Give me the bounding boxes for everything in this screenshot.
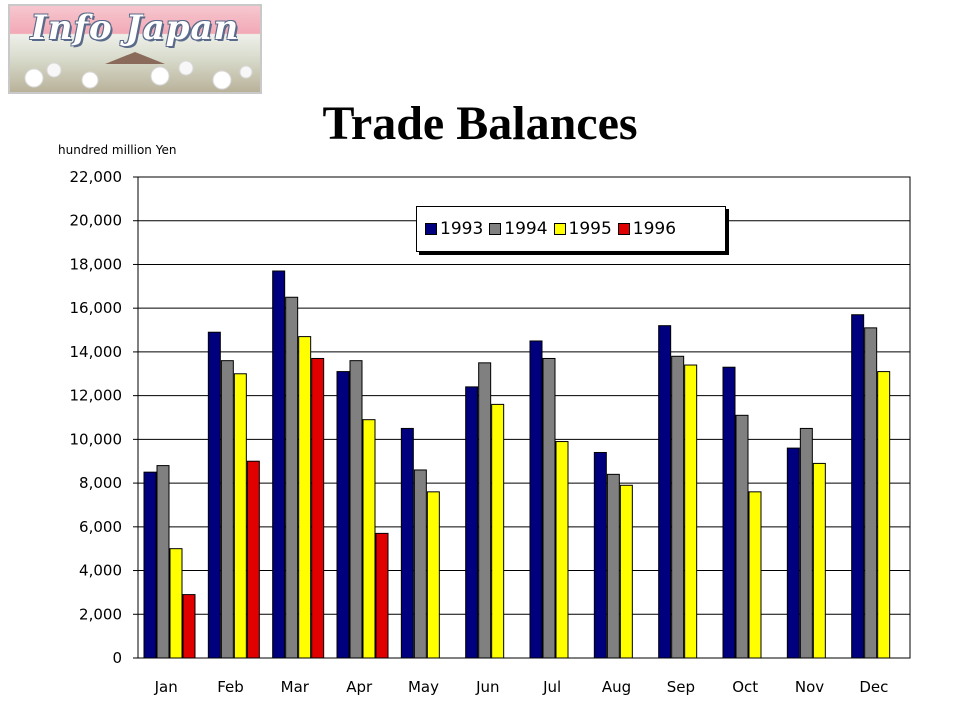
y-tick-label: 18,000: [70, 255, 123, 273]
y-tick-label: 16,000: [70, 299, 123, 317]
legend-swatch: [425, 223, 437, 235]
legend-item-1995: 1995: [553, 219, 612, 239]
x-tick-label: Jan: [154, 678, 178, 696]
legend-label: 1995: [568, 219, 612, 239]
x-tick-label: Jul: [542, 678, 561, 696]
y-axis-unit-label: hundred million Yen: [58, 143, 177, 157]
x-tick-label: Jun: [475, 678, 499, 696]
legend-label: 1993: [440, 219, 484, 239]
chart-legend: 1993 1994 1995 1996: [416, 206, 726, 252]
bar-1993-may: [400, 427, 414, 659]
bar-1995-may: [426, 491, 440, 659]
legend-swatch: [617, 223, 630, 235]
legend-item-1994: 1994: [489, 219, 548, 239]
bar-1996-apr: [375, 532, 389, 659]
bar-1993-jun: [465, 386, 479, 659]
bar-1995-oct: [748, 491, 762, 659]
bar-1994-oct: [735, 414, 749, 659]
bar-1996-feb: [246, 460, 260, 659]
y-tick-label: 14,000: [70, 343, 123, 361]
legend-label: 1994: [504, 219, 548, 239]
bar-1994-dec: [864, 327, 878, 659]
bar-1994-jan: [156, 465, 170, 659]
bar-1993-jul: [529, 340, 543, 659]
info-japan-logo: Info Japan: [8, 4, 262, 94]
bar-1995-jul: [555, 441, 569, 659]
y-tick-label: 2,000: [79, 605, 122, 623]
bar-1995-feb: [233, 373, 247, 659]
bar-1993-dec: [851, 314, 865, 659]
bar-1993-feb: [207, 331, 221, 659]
bar-1995-nov: [812, 462, 826, 659]
bar-1993-apr: [336, 371, 350, 659]
x-tick-label: Nov: [795, 678, 824, 696]
bar-1993-oct: [722, 366, 736, 659]
x-tick-label: Mar: [281, 678, 310, 696]
legend-label: 1996: [632, 219, 677, 239]
bar-1993-aug: [593, 451, 607, 659]
bar-1993-jan: [143, 471, 157, 659]
x-tick-label: Feb: [217, 678, 244, 696]
y-tick-label: 0: [112, 649, 122, 667]
logo-text: Info Japan: [30, 8, 240, 48]
y-tick-label: 4,000: [79, 562, 122, 580]
y-tick-label: 20,000: [70, 212, 123, 230]
x-tick-label: Apr: [346, 678, 373, 696]
x-tick-label: Dec: [859, 678, 888, 696]
bar-1994-sep: [671, 355, 685, 659]
bar-1993-mar: [272, 270, 286, 659]
bar-1995-mar: [298, 336, 312, 659]
x-tick-label: Aug: [602, 678, 631, 696]
y-tick-label: 12,000: [70, 387, 123, 405]
bar-1996-jan: [182, 594, 196, 659]
bar-1994-apr: [349, 360, 363, 659]
bar-1995-jun: [491, 403, 505, 659]
bar-1994-feb: [220, 360, 234, 659]
chart-title: Trade Balances: [322, 97, 638, 142]
legend-item-1996: 1996: [617, 219, 677, 239]
bar-1994-mar: [285, 296, 299, 659]
x-tick-label: May: [408, 678, 439, 696]
bar-1994-aug: [606, 473, 620, 659]
y-tick-label: 6,000: [79, 518, 122, 536]
y-tick-label: 8,000: [79, 474, 122, 492]
x-tick-label: Oct: [732, 678, 758, 696]
bar-1995-jan: [169, 548, 183, 659]
legend-swatch: [489, 223, 502, 235]
cherry-blossom-art: [24, 52, 253, 90]
bar-1995-dec: [877, 371, 891, 659]
y-tick-label: 10,000: [70, 430, 123, 448]
bar-1994-jul: [542, 357, 556, 659]
bar-1994-nov: [799, 427, 813, 659]
bar-1994-may: [413, 469, 427, 659]
bar-1995-aug: [619, 484, 633, 659]
x-tick-label: Sep: [667, 678, 695, 696]
bar-1993-sep: [658, 325, 672, 659]
legend-item-1993: 1993: [425, 219, 483, 239]
y-tick-label: 22,000: [70, 168, 123, 186]
bar-1993-nov: [786, 447, 800, 659]
bar-1994-jun: [478, 362, 492, 659]
bar-1995-apr: [362, 419, 376, 659]
legend-swatch: [553, 223, 566, 235]
bar-1996-mar: [311, 357, 325, 659]
bar-1995-sep: [684, 364, 698, 659]
